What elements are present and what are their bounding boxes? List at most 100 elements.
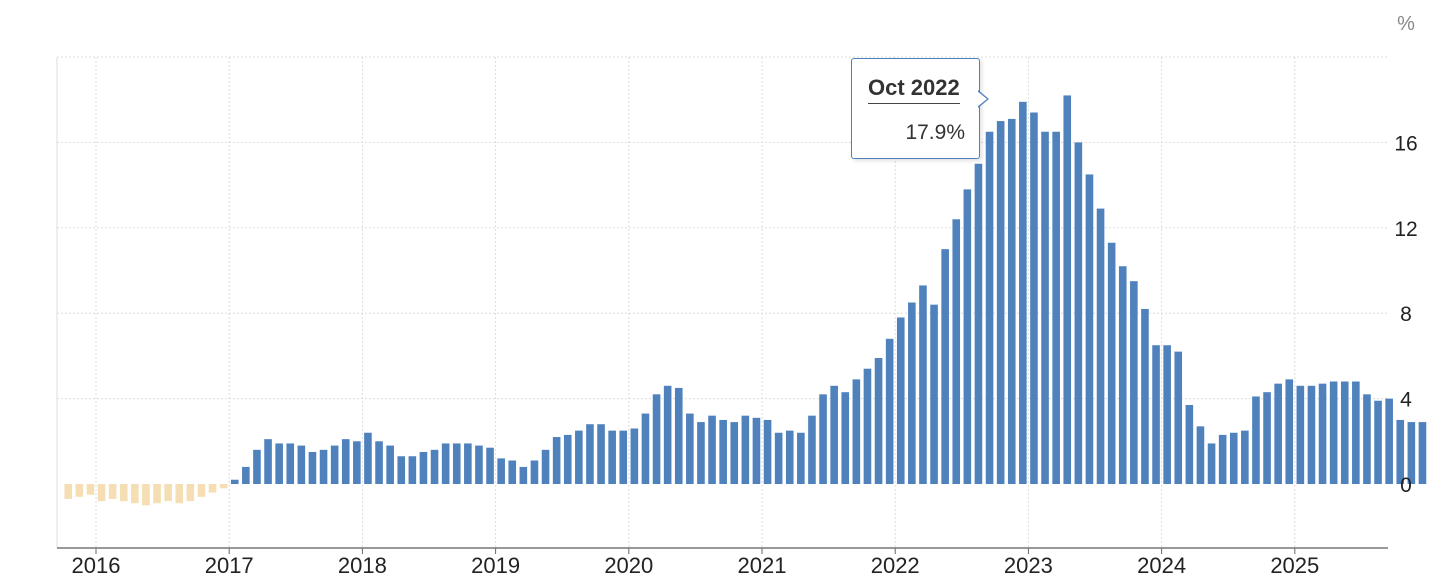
bar[interactable]: [108, 484, 117, 499]
bar[interactable]: [475, 445, 483, 484]
bar[interactable]: [874, 358, 883, 484]
bar[interactable]: [119, 484, 128, 502]
bar[interactable]: [575, 430, 583, 485]
bar[interactable]: [774, 432, 783, 484]
bar[interactable]: [230, 479, 239, 484]
bar[interactable]: [519, 466, 528, 484]
bar[interactable]: [1074, 142, 1083, 484]
bar[interactable]: [1052, 131, 1060, 484]
bar[interactable]: [497, 458, 505, 484]
bar[interactable]: [963, 189, 972, 484]
bar[interactable]: [486, 447, 494, 484]
bar[interactable]: [75, 484, 84, 497]
bar[interactable]: [286, 443, 295, 484]
bar[interactable]: [1363, 394, 1371, 484]
bar[interactable]: [697, 422, 705, 484]
bar[interactable]: [1174, 351, 1183, 484]
bar[interactable]: [397, 456, 406, 485]
bar[interactable]: [1218, 434, 1227, 484]
bar[interactable]: [97, 484, 106, 502]
bar[interactable]: [1374, 400, 1382, 485]
bar[interactable]: [608, 430, 616, 485]
bar[interactable]: [275, 443, 283, 484]
bar[interactable]: [186, 484, 195, 502]
bar[interactable]: [508, 460, 517, 484]
bar[interactable]: [1385, 398, 1393, 484]
bar[interactable]: [219, 484, 228, 489]
bar[interactable]: [674, 387, 683, 485]
bar[interactable]: [319, 449, 328, 484]
bar[interactable]: [852, 379, 861, 484]
bar[interactable]: [741, 415, 750, 484]
bar[interactable]: [919, 285, 927, 484]
bar[interactable]: [996, 121, 1005, 485]
bar[interactable]: [153, 484, 161, 504]
bar[interactable]: [308, 451, 317, 485]
bar[interactable]: [652, 394, 661, 484]
bar[interactable]: [985, 131, 994, 484]
bar[interactable]: [1019, 101, 1027, 484]
bar[interactable]: [763, 419, 772, 484]
bar[interactable]: [1163, 345, 1171, 485]
bar[interactable]: [930, 304, 938, 484]
bar[interactable]: [552, 437, 561, 484]
bar[interactable]: [908, 302, 916, 484]
bar[interactable]: [719, 419, 727, 484]
bar[interactable]: [253, 449, 261, 484]
bar[interactable]: [586, 424, 594, 484]
bar[interactable]: [1329, 381, 1338, 484]
bar[interactable]: [1185, 405, 1194, 484]
bar[interactable]: [1296, 385, 1305, 484]
bar[interactable]: [563, 434, 572, 484]
bar[interactable]: [630, 428, 639, 484]
bar[interactable]: [830, 385, 838, 484]
bar[interactable]: [1118, 266, 1127, 484]
bar[interactable]: [1007, 118, 1016, 484]
bar[interactable]: [896, 317, 905, 484]
bar[interactable]: [686, 413, 694, 484]
bar[interactable]: [1030, 112, 1038, 484]
bar[interactable]: [64, 484, 73, 499]
bar[interactable]: [541, 449, 550, 484]
bar[interactable]: [1263, 392, 1271, 484]
bar[interactable]: [264, 439, 272, 484]
bar[interactable]: [164, 484, 172, 502]
bar[interactable]: [1063, 95, 1072, 485]
bar[interactable]: [375, 441, 383, 484]
bar[interactable]: [1152, 345, 1160, 485]
bar[interactable]: [663, 385, 672, 484]
bar[interactable]: [464, 443, 472, 484]
bar[interactable]: [408, 456, 417, 485]
bar[interactable]: [1141, 308, 1149, 484]
bar[interactable]: [1041, 131, 1049, 484]
bar[interactable]: [708, 415, 716, 484]
bar[interactable]: [341, 439, 350, 484]
bar[interactable]: [1107, 242, 1116, 484]
bar[interactable]: [1285, 379, 1294, 484]
bar[interactable]: [1085, 174, 1094, 485]
bar[interactable]: [330, 445, 339, 484]
bar[interactable]: [974, 163, 983, 484]
bar[interactable]: [419, 451, 428, 485]
bar[interactable]: [785, 430, 794, 485]
bar[interactable]: [1241, 430, 1249, 485]
bar[interactable]: [441, 443, 450, 484]
bar[interactable]: [142, 484, 150, 506]
bar[interactable]: [297, 445, 306, 484]
bar[interactable]: [242, 466, 250, 484]
bar[interactable]: [86, 484, 95, 495]
bar[interactable]: [1396, 419, 1405, 484]
bar[interactable]: [452, 443, 461, 484]
bar[interactable]: [1418, 422, 1427, 484]
bar[interactable]: [941, 249, 949, 484]
bar[interactable]: [841, 392, 850, 484]
bar[interactable]: [1252, 396, 1260, 484]
bar[interactable]: [752, 417, 761, 484]
bar[interactable]: [530, 460, 539, 484]
bar[interactable]: [430, 449, 439, 484]
bar[interactable]: [863, 368, 872, 484]
bar[interactable]: [208, 484, 217, 493]
bar[interactable]: [797, 432, 805, 484]
bar[interactable]: [641, 413, 650, 484]
bar[interactable]: [131, 484, 139, 504]
